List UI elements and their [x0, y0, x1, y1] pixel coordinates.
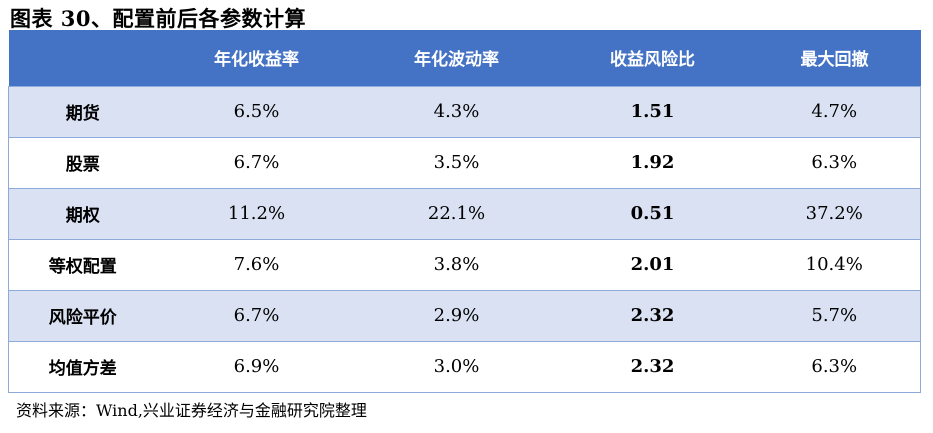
header-cell-return-risk-ratio: 收益风险比 [610, 50, 695, 71]
table-row: 均值方差 6.9% 3.0% 2.32 6.3% [8, 340, 921, 393]
parameters-table: 年化收益率 年化波动率 收益风险比 最大回撤 期货 6.5% 4.3% 1.51… [8, 30, 921, 393]
header-cell-corner [9, 30, 157, 86]
annual-return-cell: 6.9% [156, 340, 357, 393]
table-row: 期权 11.2% 22.1% 0.51 37.2% [8, 187, 921, 240]
return-risk-ratio-cell: 0.51 [556, 187, 749, 240]
max-drawdown-cell: 4.7% [748, 85, 921, 138]
row-label: 期权 [8, 187, 157, 240]
return-risk-ratio-cell: 2.01 [556, 238, 749, 291]
annual-return-cell: 11.2% [156, 187, 357, 240]
annual-return-cell: 6.7% [156, 136, 357, 189]
return-risk-ratio-cell: 2.32 [556, 289, 749, 342]
max-drawdown-cell: 6.3% [748, 340, 921, 393]
row-label: 均值方差 [8, 340, 157, 393]
annual-volatility-cell: 22.1% [356, 187, 557, 240]
table-row: 等权配置 7.6% 3.8% 2.01 10.4% [8, 238, 921, 291]
annual-volatility-cell: 3.0% [356, 340, 557, 393]
row-label: 等权配置 [8, 238, 157, 291]
row-label: 股票 [8, 136, 157, 189]
max-drawdown-cell: 37.2% [748, 187, 921, 240]
annual-return-cell: 6.5% [156, 85, 357, 138]
table-row: 风险平价 6.7% 2.9% 2.32 5.7% [8, 289, 921, 342]
header-cell-annual-volatility: 年化波动率 [414, 50, 499, 71]
return-risk-ratio-cell: 2.32 [556, 340, 749, 393]
annual-volatility-cell: 3.5% [356, 136, 557, 189]
return-risk-ratio-cell: 1.92 [556, 136, 749, 189]
return-risk-ratio-cell: 1.51 [556, 85, 749, 138]
source-note: 资料来源：Wind,兴业证券经济与金融研究院整理 [16, 401, 367, 420]
row-label: 期货 [8, 85, 157, 138]
max-drawdown-cell: 6.3% [748, 136, 921, 189]
annual-volatility-cell: 3.8% [356, 238, 557, 291]
table-row: 股票 6.7% 3.5% 1.92 6.3% [8, 136, 921, 189]
annual-return-cell: 7.6% [156, 238, 357, 291]
table-row: 期货 6.5% 4.3% 1.51 4.7% [8, 85, 921, 138]
max-drawdown-cell: 10.4% [748, 238, 921, 291]
annual-return-cell: 6.7% [156, 289, 357, 342]
max-drawdown-cell: 5.7% [748, 289, 921, 342]
table-header-row: 年化收益率 年化波动率 收益风险比 最大回撤 [8, 30, 921, 86]
annual-volatility-cell: 4.3% [356, 85, 557, 138]
annual-volatility-cell: 2.9% [356, 289, 557, 342]
parameters-table-container: 年化收益率 年化波动率 收益风险比 最大回撤 期货 6.5% 4.3% 1.51… [8, 30, 921, 393]
header-cell-max-drawdown: 最大回撤 [800, 50, 869, 71]
header-cell-annual-return: 年化收益率 [214, 50, 299, 71]
figure-title: 图表 30、配置前后各参数计算 [10, 6, 307, 31]
row-label: 风险平价 [8, 289, 157, 342]
